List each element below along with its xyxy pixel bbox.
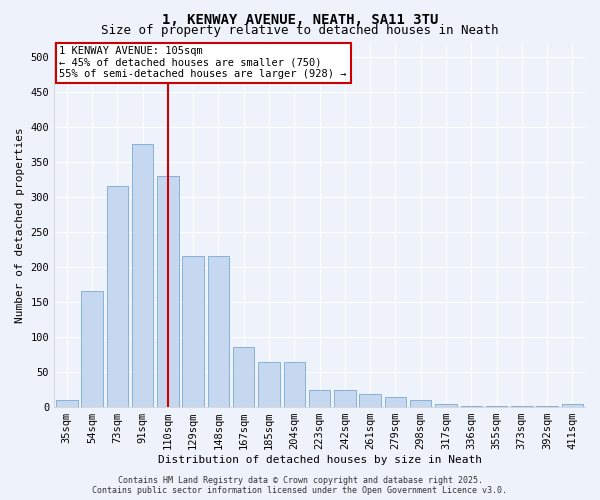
Bar [334,390,356,407]
Bar [208,256,229,407]
Bar [258,362,280,407]
Bar [410,400,431,407]
Bar [233,348,254,407]
Bar [182,256,204,407]
Bar [284,362,305,407]
Text: Contains HM Land Registry data © Crown copyright and database right 2025.
Contai: Contains HM Land Registry data © Crown c… [92,476,508,495]
Text: 1, KENWAY AVENUE, NEATH, SA11 3TU: 1, KENWAY AVENUE, NEATH, SA11 3TU [162,12,438,26]
Bar [56,400,77,407]
Bar [486,406,507,407]
Bar [107,186,128,407]
Bar [359,394,381,407]
Bar [157,176,179,407]
Bar [132,144,154,407]
Bar [536,406,558,407]
X-axis label: Distribution of detached houses by size in Neath: Distribution of detached houses by size … [158,455,482,465]
Bar [435,404,457,407]
Bar [461,406,482,407]
Text: 1 KENWAY AVENUE: 105sqm
← 45% of detached houses are smaller (750)
55% of semi-d: 1 KENWAY AVENUE: 105sqm ← 45% of detache… [59,46,347,80]
Bar [511,406,533,407]
Y-axis label: Number of detached properties: Number of detached properties [15,127,25,322]
Bar [82,292,103,407]
Bar [385,398,406,407]
Bar [309,390,331,407]
Text: Size of property relative to detached houses in Neath: Size of property relative to detached ho… [101,24,499,37]
Bar [562,404,583,407]
